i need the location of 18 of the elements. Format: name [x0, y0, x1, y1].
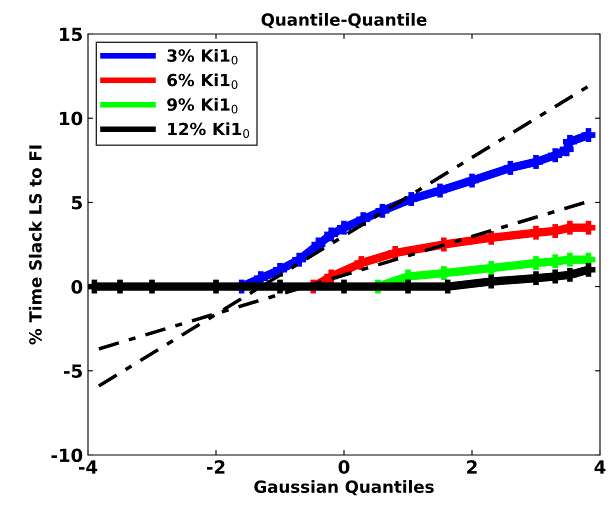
- y-tick-label: 15: [60, 28, 82, 42]
- x-tick-label: 0: [338, 460, 350, 474]
- legend-label: 3% Ki1$_{0}$: [167, 48, 238, 65]
- y-axis-title: % Time Slack LS to FI: [28, 146, 42, 344]
- y-tick-label: -10: [52, 448, 82, 462]
- y-tick-label: 0: [71, 280, 82, 294]
- legend-label: 12% Ki1$_{0}$: [168, 122, 250, 138]
- chart-title: Quantile-Quantile: [262, 13, 426, 28]
- x-axis-title: Gaussian Quantiles: [254, 480, 434, 496]
- legend-label: 9% Ki1$_{0}$: [167, 98, 238, 114]
- y-tick-label: -5: [64, 364, 82, 378]
- x-tick-label: 2: [467, 460, 477, 474]
- x-tick-label: -4: [78, 460, 98, 474]
- x-tick-label: 4: [594, 460, 606, 474]
- y-tick-label: 10: [60, 112, 82, 126]
- y-tick-label: 5: [72, 196, 82, 210]
- legend-label: 6% Ki1$_{0}$: [167, 73, 238, 90]
- x-tick-label: -2: [206, 460, 224, 474]
